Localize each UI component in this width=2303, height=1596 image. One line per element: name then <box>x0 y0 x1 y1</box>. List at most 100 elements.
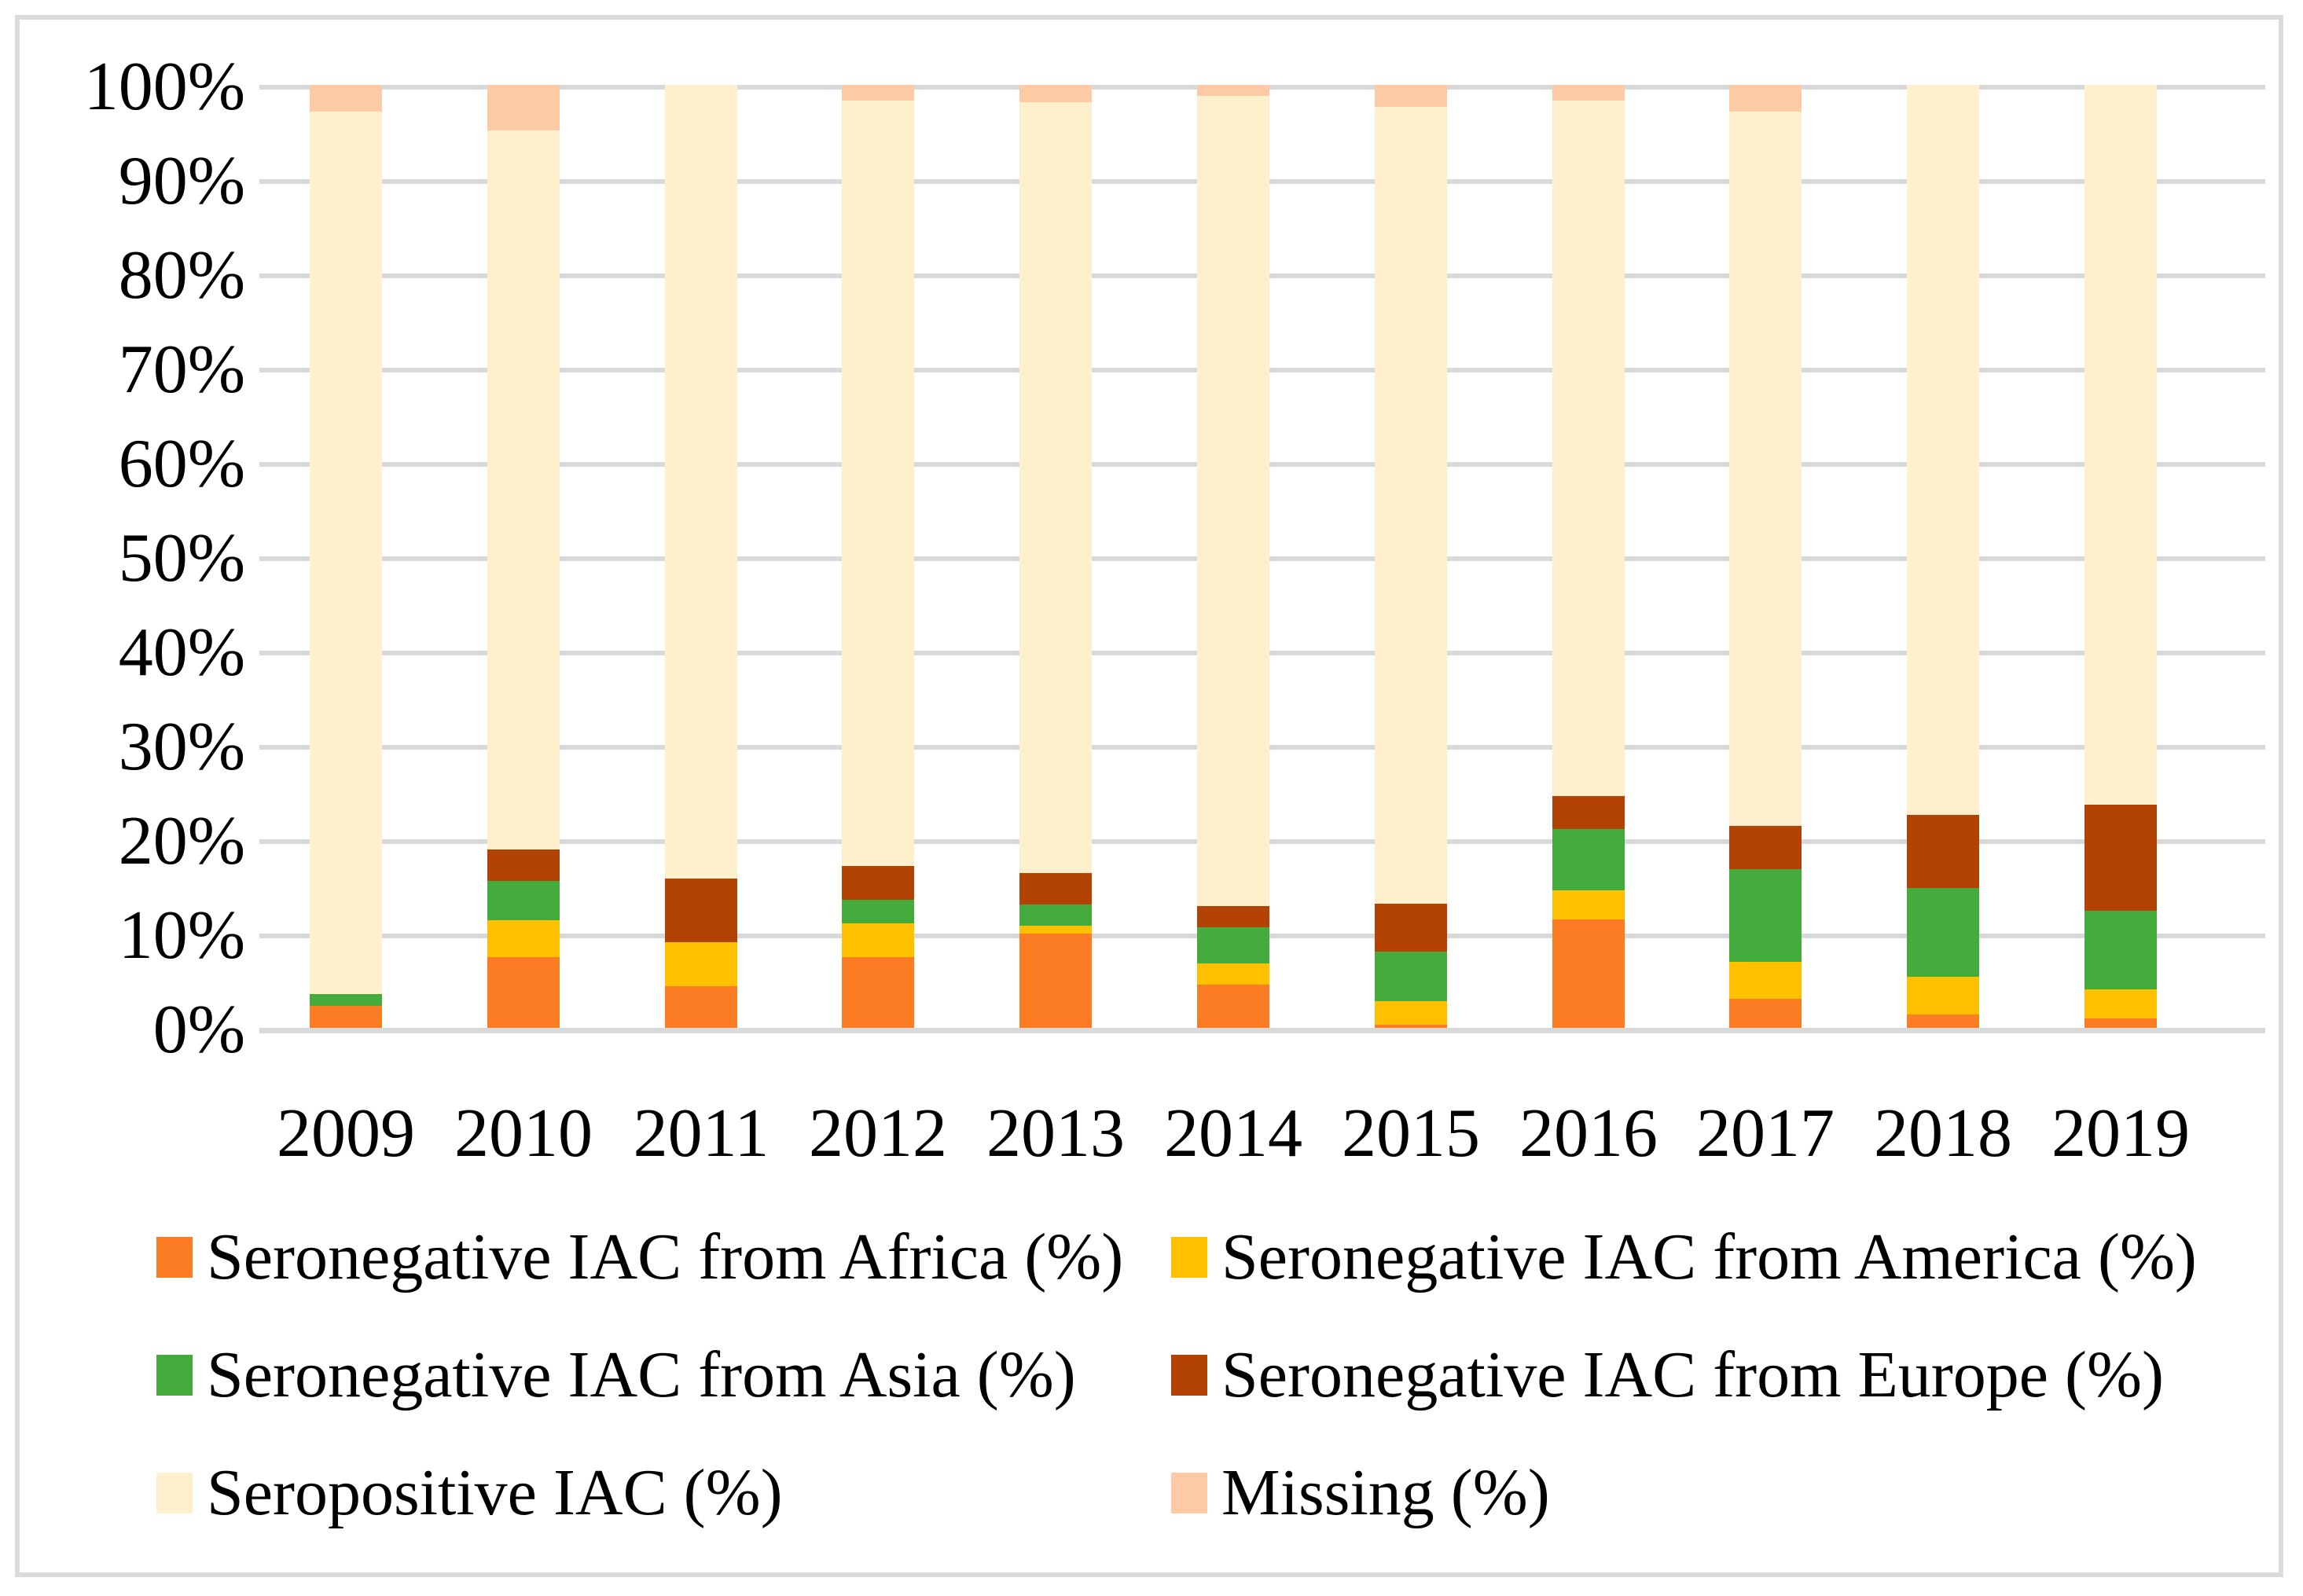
bar-segment-2009-asia <box>310 994 382 1006</box>
legend-item-missing: Missing (%) <box>1171 1450 1550 1536</box>
legend-item-asia: Seronegative IAC from Asia (%) <box>156 1332 1076 1418</box>
bar-segment-2009-seropositive <box>310 112 382 994</box>
y-tick-label-50: 50% <box>118 520 245 596</box>
bar-segment-2015-seropositive <box>1375 107 1447 904</box>
y-tick-label-10: 10% <box>118 897 245 974</box>
y-tick-label-30: 30% <box>118 709 245 785</box>
bar-segment-2011-america <box>665 942 737 986</box>
x-tick-label-2011: 2011 <box>633 1095 770 1172</box>
x-tick-label-2018: 2018 <box>1874 1095 2012 1172</box>
bar-segment-2011-europe <box>665 879 737 942</box>
bar-segment-2012-missing <box>842 85 914 101</box>
bar-segment-2012-seropositive <box>842 101 914 866</box>
bar-segment-2012-africa <box>842 957 914 1028</box>
bar-segment-2017-africa <box>1729 999 1802 1028</box>
legend-swatch-africa <box>156 1237 193 1278</box>
x-tick-label-2013: 2013 <box>986 1095 1125 1172</box>
y-tick-label-80: 80% <box>118 237 245 314</box>
y-tick-label-70: 70% <box>118 332 245 408</box>
x-tick-label-2017: 2017 <box>1696 1095 1835 1172</box>
bar-segment-2013-missing <box>1019 85 1092 102</box>
bar-segment-2010-asia <box>487 881 560 920</box>
bar-segment-2010-africa <box>487 957 560 1028</box>
bar-segment-2011-seropositive <box>665 85 737 879</box>
bar-segment-2015-america <box>1375 1001 1447 1025</box>
bar-segment-2018-america <box>1907 977 1979 1014</box>
bar-segment-2016-europe <box>1552 796 1625 829</box>
legend-item-europe: Seronegative IAC from Europe (%) <box>1171 1332 2164 1418</box>
bar-segment-2014-asia <box>1197 927 1269 963</box>
bar-segment-2016-africa <box>1552 919 1625 1028</box>
y-tick-label-20: 20% <box>118 803 245 879</box>
bar-segment-2014-missing <box>1197 85 1269 96</box>
legend-swatch-europe <box>1171 1355 1207 1396</box>
x-tick-label-2015: 2015 <box>1342 1095 1480 1172</box>
bar-segment-2018-seropositive <box>1907 85 1979 815</box>
bar-segment-2017-seropositive <box>1729 112 1802 826</box>
bar-segment-2019-seropositive <box>2084 85 2157 805</box>
bar-segment-2019-europe <box>2084 805 2157 911</box>
bar-segment-2018-asia <box>1907 888 1979 977</box>
bar-segment-2016-missing <box>1552 85 1625 101</box>
bar-segment-2019-africa <box>2084 1018 2157 1028</box>
bar-segment-2019-asia <box>2084 911 2157 989</box>
bar-segment-2016-seropositive <box>1552 101 1625 796</box>
legend-item-africa: Seronegative IAC from Africa (%) <box>156 1214 1123 1301</box>
bar-segment-2011-africa <box>665 986 737 1028</box>
legend-label-america: Seronegative IAC from America (%) <box>1221 1220 2197 1293</box>
x-tick-label-2019: 2019 <box>2051 1095 2190 1172</box>
x-tick-label-2012: 2012 <box>809 1095 947 1172</box>
bar-segment-2013-africa <box>1019 934 1092 1028</box>
bar-segment-2016-america <box>1552 890 1625 919</box>
bar-segment-2015-africa <box>1375 1025 1447 1028</box>
bar-segment-2018-europe <box>1907 815 1979 888</box>
bar-segment-2013-seropositive <box>1019 102 1092 873</box>
bar-segment-2016-asia <box>1552 829 1625 890</box>
bar-segment-2009-missing <box>310 85 382 112</box>
y-tick-label-0: 0% <box>152 992 245 1068</box>
bar-segment-2014-seropositive <box>1197 96 1269 906</box>
bar-segment-2010-seropositive <box>487 130 560 849</box>
bar-segment-2015-asia <box>1375 952 1447 1001</box>
figure-border <box>15 15 2283 1577</box>
legend-item-seropositive: Seropositive IAC (%) <box>156 1450 783 1536</box>
legend-label-seropositive: Seropositive IAC (%) <box>207 1456 783 1529</box>
bar-segment-2013-asia <box>1019 904 1092 926</box>
bar-segment-2009-africa <box>310 1006 382 1028</box>
legend-swatch-america <box>1171 1237 1207 1278</box>
bar-segment-2012-asia <box>842 900 914 923</box>
bar-segment-2010-europe <box>487 849 560 881</box>
gridline-0 <box>259 1028 2265 1033</box>
bar-segment-2013-america <box>1019 926 1092 934</box>
x-tick-label-2014: 2014 <box>1164 1095 1302 1172</box>
bar-segment-2018-africa <box>1907 1014 1979 1028</box>
bar-segment-2015-europe <box>1375 904 1447 952</box>
bar-segment-2010-missing <box>487 85 560 130</box>
legend-swatch-missing <box>1171 1473 1207 1513</box>
bar-segment-2017-europe <box>1729 826 1802 869</box>
bar-segment-2014-america <box>1197 963 1269 985</box>
bar-segment-2012-europe <box>842 866 914 900</box>
bar-segment-2019-america <box>2084 989 2157 1018</box>
x-tick-label-2016: 2016 <box>1519 1095 1658 1172</box>
bar-segment-2012-america <box>842 923 914 957</box>
legend-label-asia: Seronegative IAC from Asia (%) <box>207 1338 1076 1411</box>
y-tick-label-100: 100% <box>83 49 245 125</box>
bar-segment-2013-europe <box>1019 873 1092 904</box>
bar-segment-2014-europe <box>1197 906 1269 927</box>
legend-label-missing: Missing (%) <box>1221 1456 1550 1529</box>
y-tick-label-60: 60% <box>118 426 245 502</box>
legend-item-america: Seronegative IAC from America (%) <box>1171 1214 2197 1301</box>
legend-swatch-seropositive <box>156 1473 193 1513</box>
legend-swatch-asia <box>156 1355 193 1396</box>
bar-segment-2015-missing <box>1375 85 1447 107</box>
y-tick-label-90: 90% <box>118 143 245 219</box>
bar-segment-2010-america <box>487 920 560 957</box>
bar-segment-2014-africa <box>1197 985 1269 1028</box>
legend-label-africa: Seronegative IAC from Africa (%) <box>207 1220 1124 1293</box>
x-tick-label-2010: 2010 <box>454 1095 593 1172</box>
y-tick-label-40: 40% <box>118 615 245 691</box>
x-tick-label-2009: 2009 <box>277 1095 415 1172</box>
legend-label-europe: Seronegative IAC from Europe (%) <box>1221 1338 2164 1411</box>
